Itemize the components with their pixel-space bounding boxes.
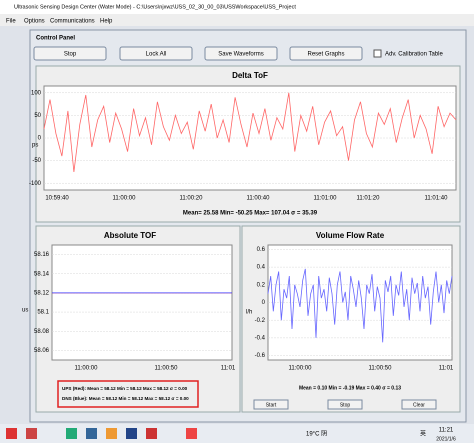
taskbar-icon[interactable]	[86, 428, 97, 439]
y-axis-label: ps	[32, 143, 38, 149]
weather: 19°C 阴	[306, 430, 327, 438]
y-tick-label: 58.12	[34, 290, 50, 296]
y-tick-label: 58.06	[34, 348, 50, 354]
y-tick-label: 58.1	[37, 310, 49, 316]
y-tick-label: -0.4	[255, 335, 266, 341]
button[interactable]	[327, 399, 363, 410]
y-tick-label: 0.2	[257, 282, 266, 288]
y-tick-label: 0.6	[257, 247, 266, 253]
stats: Mean = 0.10 Min = -0.19 Max = 0.40 σ = 0…	[299, 385, 401, 391]
stats-box	[57, 380, 199, 408]
menu-item[interactable]: File	[6, 19, 16, 25]
y-tick-label: 0.4	[257, 265, 266, 271]
taskbar	[0, 424, 474, 443]
data-line	[43, 92, 457, 172]
chart-title: Volume Flow Rate	[316, 231, 385, 240]
x-tick-label: 11:00:00	[75, 366, 99, 372]
panel-title: Control Panel	[36, 36, 75, 42]
plot-area	[51, 244, 233, 361]
stats: Mean= 25.58 Min= -50.25 Max= 107.04 σ = …	[183, 211, 318, 217]
chart-title: Delta ToF	[232, 71, 268, 80]
x-tick-label: 11:01	[439, 366, 454, 372]
button[interactable]	[253, 399, 289, 410]
y-axis-label: us	[22, 308, 28, 314]
button[interactable]	[33, 46, 107, 61]
x-tick-label: 11:00:20	[180, 196, 204, 202]
taskbar-icon[interactable]	[186, 428, 197, 439]
taskbar-icon[interactable]	[6, 428, 17, 439]
button-label: Stop	[340, 402, 351, 408]
taskbar-icon[interactable]	[66, 428, 77, 439]
clock-time: 11:21	[439, 428, 454, 434]
button-label: Stop	[64, 52, 77, 58]
x-tick-label: 11:01:00	[314, 196, 338, 202]
stats: UPS (Red): Mean = 58.12 Min = 58.12 Max …	[62, 386, 188, 391]
y-tick-label: -50	[32, 158, 41, 164]
x-tick-label: 11:00:50	[369, 366, 393, 372]
button[interactable]	[401, 399, 437, 410]
taskbar-icon[interactable]	[106, 428, 117, 439]
title-bar	[0, 0, 474, 14]
menu-item[interactable]: Communications	[50, 19, 95, 25]
button-label: Start	[266, 402, 277, 408]
button-label: Clear	[413, 402, 425, 408]
chart-title: Absolute TOF	[104, 231, 156, 240]
window-title: Ultrasonic Sensing Design Center (Water …	[14, 4, 296, 10]
x-tick-label: 10:59:40	[45, 196, 69, 202]
y-tick-label: 58.08	[34, 329, 50, 335]
menu-item[interactable]: Options	[24, 19, 45, 25]
y-tick-label: 100	[31, 90, 42, 96]
y-tick-label: -100	[29, 181, 42, 187]
menu-bar	[0, 14, 474, 26]
menu-item[interactable]: Help	[100, 19, 113, 25]
x-tick-label: 11:00:40	[247, 196, 271, 202]
ime: 英	[420, 430, 426, 438]
y-tick-label: 50	[34, 113, 41, 119]
y-tick-label: 0	[262, 300, 266, 306]
y-axis-label: l/h	[246, 310, 252, 316]
checkbox[interactable]	[373, 49, 382, 58]
x-tick-label: 11:01	[221, 366, 236, 372]
x-tick-label: 11:00:00	[113, 196, 137, 202]
stats: DNS (Blue): Mean = 58.12 Min = 58.12 Max…	[62, 396, 189, 401]
button-label: Save Waveforms	[218, 52, 263, 58]
checkbox-label: Adv. Calibration Table	[385, 52, 443, 58]
x-tick-label: 11:01:20	[357, 196, 381, 202]
button[interactable]	[289, 46, 363, 61]
button[interactable]	[119, 46, 193, 61]
x-tick-label: 11:00:50	[155, 366, 179, 372]
button[interactable]	[204, 46, 278, 61]
y-tick-label: 58.14	[34, 271, 50, 277]
taskbar-icon[interactable]	[26, 428, 37, 439]
clock-date: 2021/1/6	[436, 436, 456, 442]
x-tick-label: 11:01:40	[425, 196, 449, 202]
y-tick-label: -0.6	[255, 353, 266, 359]
y-tick-label: 58.16	[34, 252, 50, 258]
button-label: Reset Graphs	[307, 52, 344, 58]
x-tick-label: 11:00:00	[289, 366, 313, 372]
y-tick-label: 0	[38, 136, 42, 142]
button-label: Lock All	[146, 52, 167, 58]
taskbar-icon[interactable]	[126, 428, 137, 439]
taskbar-icon[interactable]	[146, 428, 157, 439]
data-line	[267, 268, 453, 343]
y-tick-label: -0.2	[255, 318, 266, 324]
